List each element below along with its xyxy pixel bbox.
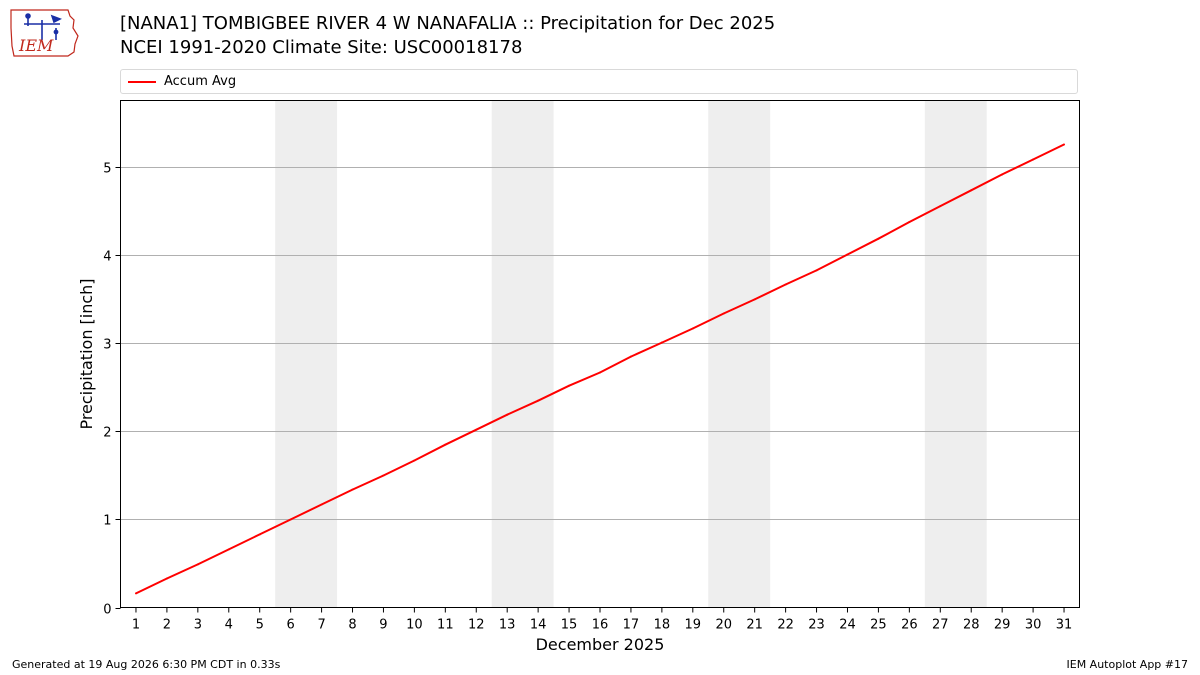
x-tick-label: 16: [592, 618, 609, 633]
data-point: [660, 341, 663, 344]
data-point: [722, 312, 725, 315]
data-point: [537, 399, 540, 402]
data-point: [227, 548, 230, 551]
y-tick-label: 0: [103, 603, 111, 618]
legend-swatch: [128, 81, 156, 83]
data-point: [877, 237, 880, 240]
x-tick-label: 11: [437, 618, 454, 633]
x-tick-label: 21: [746, 618, 763, 633]
data-point: [475, 428, 478, 431]
data-point: [629, 355, 632, 358]
y-tick-label: 5: [103, 162, 111, 177]
x-tick-label: 18: [654, 618, 671, 633]
y-tick-label: 2: [103, 426, 111, 441]
x-tick-label: 30: [1025, 618, 1042, 633]
data-point: [382, 474, 385, 477]
weather-station-icon: [24, 13, 62, 40]
data-point: [908, 220, 911, 223]
data-point: [1032, 158, 1035, 161]
data-point: [413, 459, 416, 462]
x-tick-label: 14: [530, 618, 547, 633]
app-credit: IEM Autoplot App #17: [1066, 658, 1189, 671]
data-point: [691, 327, 694, 330]
weekend-bands: [275, 100, 987, 608]
x-tick-label: 9: [379, 618, 387, 633]
x-tick-label: 3: [194, 618, 202, 633]
x-tick-label: 15: [561, 618, 578, 633]
data-point: [351, 488, 354, 491]
series-layer: [134, 143, 1066, 595]
x-tick-label: 24: [839, 618, 856, 633]
y-tick-label: 1: [103, 514, 111, 529]
x-tick-label: 7: [317, 618, 325, 633]
grid-lines: [120, 167, 1080, 520]
x-tick-label: 28: [963, 618, 980, 633]
data-point: [258, 533, 261, 536]
weekend-band-1: [275, 100, 338, 608]
x-tick-label: 23: [808, 618, 825, 633]
data-point: [1063, 143, 1066, 146]
data-point: [444, 443, 447, 446]
x-tick-label: 12: [468, 618, 485, 633]
weekend-band-2: [491, 100, 554, 608]
x-tick-label: 8: [348, 618, 356, 633]
x-axis-label: December 2025: [536, 635, 665, 654]
iowa-outline-icon: [10, 9, 79, 57]
x-tick-label: 19: [685, 618, 702, 633]
legend: Accum Avg: [120, 69, 1078, 94]
x-tick-label: 31: [1056, 618, 1073, 633]
y-axis: 0 1 2 3 4 5: [103, 162, 121, 618]
weekend-band-3: [708, 100, 771, 608]
iem-logo: IEM: [10, 9, 79, 57]
data-point: [289, 518, 292, 521]
x-tick-label: 27: [932, 618, 949, 633]
chart-subtitle: NCEI 1991-2020 Climate Site: USC00018178: [120, 37, 523, 58]
x-tick-label: 5: [256, 618, 264, 633]
y-axis-label: Precipitation [inch]: [77, 278, 96, 429]
data-point: [846, 253, 849, 256]
x-tick-label: 17: [623, 618, 640, 633]
data-point: [568, 384, 571, 387]
data-point: [970, 189, 973, 192]
data-point: [1001, 173, 1004, 176]
x-tick-label: 26: [901, 618, 918, 633]
x-tick-label: 4: [225, 618, 233, 633]
data-point: [753, 298, 756, 301]
x-tick-label: 10: [406, 618, 423, 633]
data-point: [815, 269, 818, 272]
data-point: [134, 592, 137, 595]
x-tick-label: 13: [499, 618, 516, 633]
data-point: [165, 577, 168, 580]
data-point: [784, 283, 787, 286]
data-point: [320, 503, 323, 506]
y-tick-label: 4: [103, 250, 111, 265]
generated-timestamp: Generated at 19 Aug 2026 6:30 PM CDT in …: [12, 658, 281, 671]
legend-label: Accum Avg: [164, 74, 237, 89]
logo-text: IEM: [18, 36, 54, 55]
x-tick-label: 6: [287, 618, 295, 633]
x-tick-label: 22: [777, 618, 794, 633]
x-tick-label: 29: [994, 618, 1011, 633]
data-point: [599, 371, 601, 374]
x-tick-label: 1: [132, 618, 140, 633]
data-point: [196, 563, 199, 566]
data-point: [939, 205, 942, 208]
chart-title: [NANA1] TOMBIGBEE RIVER 4 W NANAFALIA ::…: [120, 13, 776, 34]
x-tick-label: 20: [715, 618, 732, 633]
y-tick-label: 3: [103, 338, 111, 353]
x-axis: 1 2 3 4 5 6 7 8 9 10 11 12 13 14 15 16 17 18 19 20 21 22 23 24 2…: [132, 607, 1073, 633]
x-tick-label: 2: [163, 618, 171, 633]
x-tick-label: 25: [870, 618, 887, 633]
weekend-band-4: [924, 100, 987, 608]
data-point: [506, 413, 509, 416]
